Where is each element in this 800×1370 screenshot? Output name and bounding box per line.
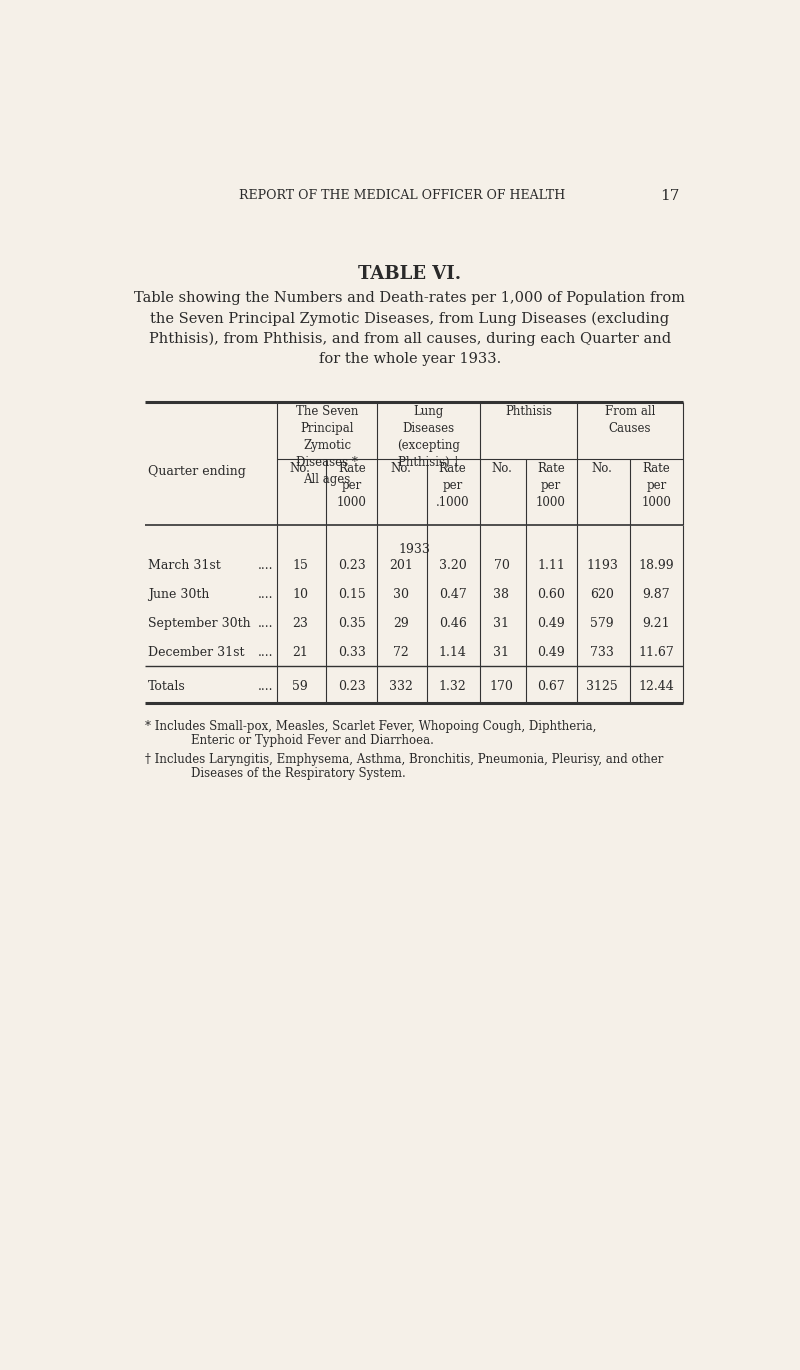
Text: ....: .... xyxy=(258,616,274,630)
Text: 9.87: 9.87 xyxy=(642,588,670,601)
Text: Rate
per
1000: Rate per 1000 xyxy=(337,462,367,508)
Text: 0.49: 0.49 xyxy=(537,647,565,659)
Text: No.: No. xyxy=(390,462,411,474)
Text: 0.49: 0.49 xyxy=(537,616,565,630)
Text: Rate
per
.1000: Rate per .1000 xyxy=(436,462,470,508)
Text: the Seven Principal Zymotic Diseases, from Lung Diseases (excluding: the Seven Principal Zymotic Diseases, fr… xyxy=(150,311,670,326)
Text: September 30th: September 30th xyxy=(148,616,250,630)
Text: 10: 10 xyxy=(292,588,308,601)
Text: The Seven
Principal
Zymotic
Diseases *
All ages: The Seven Principal Zymotic Diseases * A… xyxy=(296,406,358,486)
Text: 18.99: 18.99 xyxy=(638,559,674,571)
Text: * Includes Small-pox, Measles, Scarlet Fever, Whopoing Cough, Diphtheria,: * Includes Small-pox, Measles, Scarlet F… xyxy=(145,721,596,733)
Text: June 30th: June 30th xyxy=(148,588,210,601)
Text: 332: 332 xyxy=(389,681,413,693)
Text: 30: 30 xyxy=(393,588,409,601)
Text: 59: 59 xyxy=(292,681,308,693)
Text: 0.60: 0.60 xyxy=(537,588,565,601)
Text: No.: No. xyxy=(491,462,512,474)
Text: No.: No. xyxy=(290,462,310,474)
Text: 17: 17 xyxy=(660,189,680,203)
Text: 0.33: 0.33 xyxy=(338,647,366,659)
Text: TABLE VI.: TABLE VI. xyxy=(358,264,462,282)
Text: REPORT OF THE MEDICAL OFFICER OF HEALTH: REPORT OF THE MEDICAL OFFICER OF HEALTH xyxy=(239,189,566,201)
Text: 29: 29 xyxy=(393,616,409,630)
Text: 12.44: 12.44 xyxy=(638,681,674,693)
Text: 9.21: 9.21 xyxy=(642,616,670,630)
Text: ....: .... xyxy=(258,681,274,693)
Text: 1.32: 1.32 xyxy=(438,681,466,693)
Text: 31: 31 xyxy=(494,616,510,630)
Text: 38: 38 xyxy=(494,588,510,601)
Text: 11.67: 11.67 xyxy=(638,647,674,659)
Text: 23: 23 xyxy=(292,616,308,630)
Text: From all
Causes: From all Causes xyxy=(605,406,655,436)
Text: 72: 72 xyxy=(393,647,409,659)
Text: Lung
Diseases
(excepting
Phthisis) †: Lung Diseases (excepting Phthisis) † xyxy=(397,406,460,470)
Text: Phthisis: Phthisis xyxy=(505,406,552,418)
Text: 15: 15 xyxy=(292,559,308,571)
Text: Rate
per
1000: Rate per 1000 xyxy=(642,462,671,508)
Text: 70: 70 xyxy=(494,559,510,571)
Text: 31: 31 xyxy=(494,647,510,659)
Text: No.: No. xyxy=(592,462,613,474)
Text: Phthisis), from Phthisis, and from all causes, during each Quarter and: Phthisis), from Phthisis, and from all c… xyxy=(149,332,671,345)
Text: Rate
per
1000: Rate per 1000 xyxy=(536,462,566,508)
Text: Enteric or Typhoid Fever and Diarrhoea.: Enteric or Typhoid Fever and Diarrhoea. xyxy=(191,734,434,747)
Text: 1933: 1933 xyxy=(398,544,430,556)
Text: 201: 201 xyxy=(389,559,413,571)
Text: † Includes Laryngitis, Emphysema, Asthma, Bronchitis, Pneumonia, Pleurisy, and o: † Includes Laryngitis, Emphysema, Asthma… xyxy=(145,752,663,766)
Text: March 31st: March 31st xyxy=(148,559,221,571)
Text: 0.46: 0.46 xyxy=(438,616,466,630)
Text: 0.23: 0.23 xyxy=(338,559,366,571)
Text: December 31st: December 31st xyxy=(148,647,245,659)
Text: Totals: Totals xyxy=(148,681,186,693)
Text: 620: 620 xyxy=(590,588,614,601)
Text: 733: 733 xyxy=(590,647,614,659)
Text: 0.23: 0.23 xyxy=(338,681,366,693)
Text: 3125: 3125 xyxy=(586,681,618,693)
Text: 1.11: 1.11 xyxy=(537,559,565,571)
Text: Diseases of the Respiratory System.: Diseases of the Respiratory System. xyxy=(191,767,406,780)
Text: 21: 21 xyxy=(292,647,308,659)
Text: for the whole year 1933.: for the whole year 1933. xyxy=(319,352,501,366)
Text: 0.15: 0.15 xyxy=(338,588,366,601)
Text: Quarter ending: Quarter ending xyxy=(148,464,246,478)
Text: 1193: 1193 xyxy=(586,559,618,571)
Text: 3.20: 3.20 xyxy=(438,559,466,571)
Text: 170: 170 xyxy=(490,681,514,693)
Text: 0.35: 0.35 xyxy=(338,616,366,630)
Text: 0.47: 0.47 xyxy=(438,588,466,601)
Text: Table showing the Numbers and Death-rates per 1,000 of Population from: Table showing the Numbers and Death-rate… xyxy=(134,292,686,306)
Text: ....: .... xyxy=(258,588,274,601)
Text: ....: .... xyxy=(258,647,274,659)
Text: 579: 579 xyxy=(590,616,614,630)
Text: ....: .... xyxy=(258,559,274,571)
Text: 1.14: 1.14 xyxy=(438,647,466,659)
Text: 0.67: 0.67 xyxy=(537,681,565,693)
